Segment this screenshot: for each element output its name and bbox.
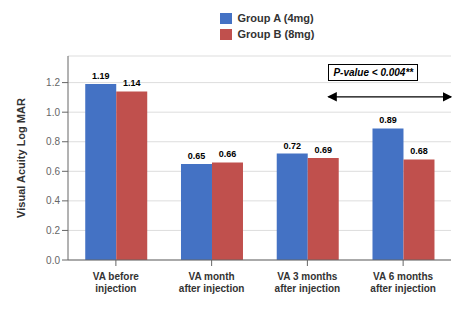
svg-text:Visual Acuity Log MAR: Visual Acuity Log MAR [15,98,27,218]
svg-text:0.4: 0.4 [46,195,60,206]
svg-text:VA monthafter injection: VA monthafter injection [179,271,245,294]
svg-text:0.68: 0.68 [410,146,428,156]
html-text:P-value < 0.004**: P-value < 0.004** [333,67,414,79]
svg-text:VA 3 monthsafter injection: VA 3 monthsafter injection [275,271,341,294]
svg-text:0.6: 0.6 [46,166,60,177]
svg-text:0.8: 0.8 [46,136,60,147]
svg-text:VA beforeinjection: VA beforeinjection [93,271,140,294]
svg-text:0.72: 0.72 [283,141,301,151]
svg-text:1.2: 1.2 [46,77,60,88]
svg-text:0.89: 0.89 [379,115,397,125]
svg-text:0.0: 0.0 [46,255,60,266]
svg-text:0.2: 0.2 [46,225,60,236]
svg-text:0.69: 0.69 [314,145,332,155]
svg-text:1.0: 1.0 [46,107,60,118]
html-text:Group B (8mg): Group B (8mg) [237,28,315,40]
html-text:Group A (4mg): Group A (4mg) [237,12,314,24]
svg-text:0.66: 0.66 [219,149,237,159]
svg-text:1.19: 1.19 [92,71,110,81]
svg-text:1.14: 1.14 [123,78,141,88]
svg-text:0.65: 0.65 [188,151,206,161]
svg-text:VA 6 monthsafter injection: VA 6 monthsafter injection [370,271,436,294]
